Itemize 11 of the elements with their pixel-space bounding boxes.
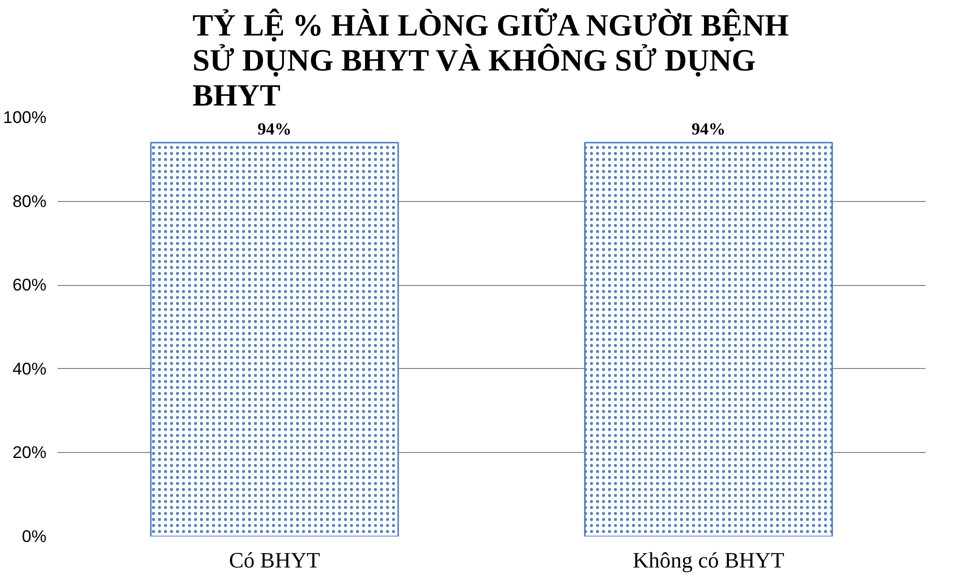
data-label: 94% <box>258 120 292 139</box>
y-tick-label: 20% <box>12 443 47 462</box>
y-tick-label: 0% <box>22 527 47 546</box>
y-tick-label: 100% <box>3 108 47 127</box>
data-label: 94% <box>692 120 726 139</box>
x-tick-label: Có BHYT <box>228 548 321 572</box>
y-tick-label: 80% <box>12 192 47 211</box>
chart-title: TỶ LỆ % HÀI LÒNG GIỮA NGƯỜI BỆNH SỬ DỤNG BHYT VÀ KHÔNG SỬ DỤNG BHYT <box>192 8 789 112</box>
y-tick-label: 60% <box>12 276 47 295</box>
x-tick-label: Không có BHYT <box>632 548 785 572</box>
y-tick-label: 40% <box>12 359 47 378</box>
